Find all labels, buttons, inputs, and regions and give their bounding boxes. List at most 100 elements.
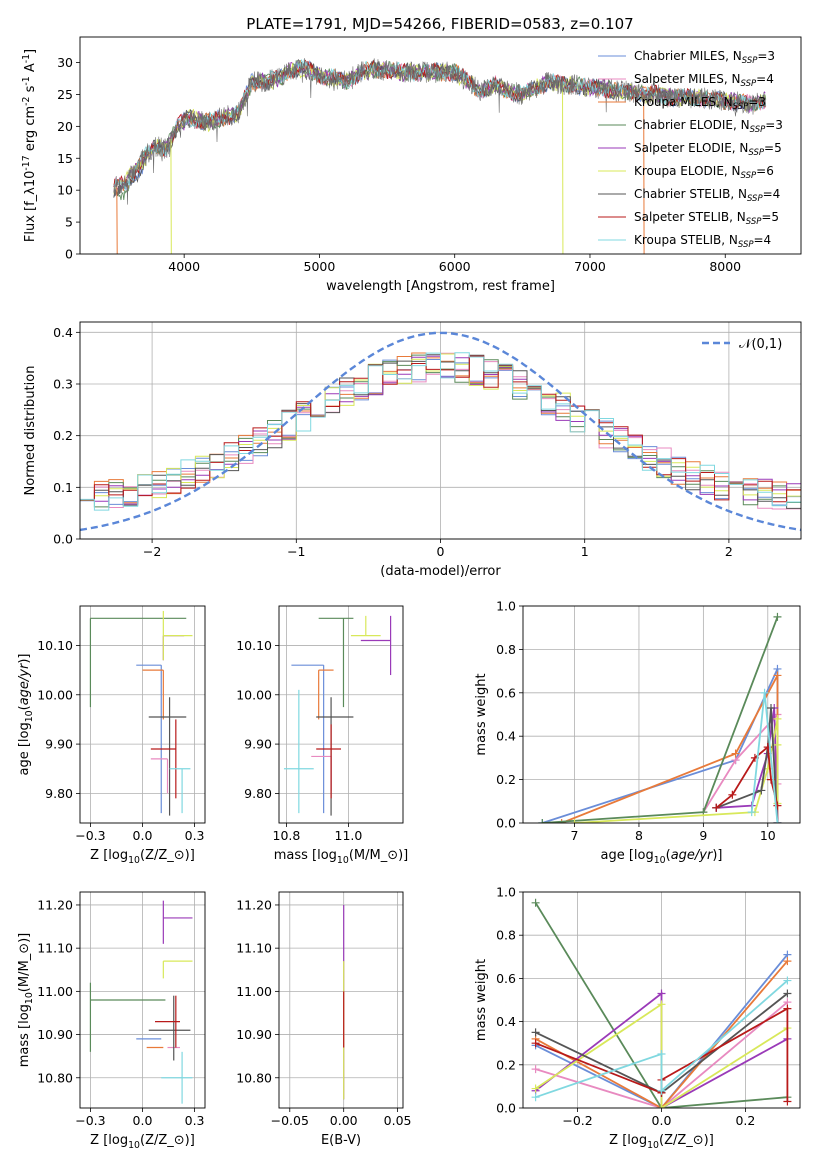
x-tick-label: 9 — [699, 828, 707, 843]
x-axis-label: age [log10(age/yr)] — [600, 848, 722, 866]
text-fragment: Flux [f — [23, 201, 38, 242]
mass-weight-series — [570, 714, 782, 823]
legend-tail: =5 — [761, 210, 779, 224]
axes-frame — [79, 605, 206, 824]
series-marker — [783, 976, 792, 985]
x-tick-label: 1 — [581, 544, 589, 559]
errorbar-point — [169, 768, 191, 814]
series-marker — [657, 1000, 666, 1009]
series-line — [534, 902, 788, 1108]
y-tick-label: 0.4 — [496, 1014, 516, 1029]
axes-frame — [278, 605, 404, 824]
y-tick-label: 20 — [57, 119, 73, 134]
text-fragment: -1 — [21, 76, 32, 85]
y-tick-label: 9.80 — [244, 786, 272, 801]
x-tick-label: 0.3 — [185, 1113, 205, 1128]
legend-subscript: SSP — [750, 125, 766, 135]
plot-area — [89, 900, 193, 1104]
errorbar-point — [291, 664, 325, 814]
legend-tail: =4 — [754, 233, 772, 247]
series-marker — [773, 612, 782, 621]
mass-weight-series — [531, 976, 792, 1102]
model-dropout-line — [116, 185, 118, 254]
plot-area — [531, 898, 792, 1108]
text-fragment: E(B-V) — [321, 1133, 361, 1148]
mass-vs-ebv-panel: −0.05 0.00 0.05 10.80 10.90 11.00 11.10 11.20 E(… — [236, 891, 412, 1148]
text-fragment: age [log — [17, 722, 32, 775]
text-fragment: M/M_⊙ — [17, 943, 32, 987]
series-line — [535, 954, 789, 1108]
y-axis-label: Flux [f_λ10-17 erg cm-2 s-1 A-1] — [21, 49, 38, 242]
series-marker — [747, 808, 756, 817]
text-fragment: 10 — [23, 171, 38, 188]
legend-tail: =4 — [756, 72, 774, 86]
x-tick-label: 0.0 — [652, 1113, 672, 1128]
text-fragment: )] — [398, 848, 408, 863]
series-marker — [783, 957, 792, 966]
series-marker — [728, 790, 737, 799]
series-marker — [773, 714, 782, 723]
legend-subscript: SSP — [748, 148, 764, 158]
y-tick-label: 10.90 — [236, 1027, 272, 1042]
y-tick-label: 0.0 — [496, 1101, 516, 1116]
text-fragment: (data-model)/error — [380, 564, 501, 579]
legend-subscript: SSP — [746, 217, 762, 227]
legend-subscript: SSP — [741, 171, 757, 181]
y-tick-label: 11.10 — [37, 941, 73, 956]
text-fragment: mass [log — [274, 848, 337, 863]
text-fragment: age/yr — [671, 848, 714, 863]
plot-area — [283, 615, 392, 816]
x-tick-label: −0.2 — [562, 1113, 592, 1128]
errorbar-point — [161, 1051, 193, 1104]
errorbar-point — [89, 617, 187, 708]
legend-tail: =3 — [748, 95, 766, 109]
legend-entry: Kroupa ELODIE, NSSP=6 — [634, 164, 774, 181]
y-tick-label: 9.80 — [45, 786, 73, 801]
y-tick-label: 10.80 — [236, 1070, 272, 1085]
series-marker — [657, 1086, 666, 1095]
x-axis-label: E(B-V) — [321, 1133, 361, 1148]
y-axis-label: mass [log10(M/M_⊙)] — [17, 933, 35, 1068]
series-marker — [773, 801, 782, 810]
y-tick-label: 5 — [65, 215, 73, 230]
text-fragment: Z/Z_⊙ — [664, 1133, 704, 1148]
y-tick-label: 10.10 — [236, 638, 272, 653]
text-fragment: 10 — [337, 855, 349, 866]
x-axis-label: (data-model)/error — [380, 564, 501, 579]
y-tick-label: 9.90 — [45, 737, 73, 752]
series-marker — [783, 1097, 792, 1106]
text-fragment: 10 — [647, 1140, 659, 1151]
mass-weight-series — [538, 612, 782, 823]
legend-tail: =4 — [763, 187, 781, 201]
text-fragment: ( — [17, 705, 32, 710]
text-fragment: _λ — [23, 187, 38, 203]
y-tick-label: 10.10 — [37, 638, 73, 653]
series-marker — [531, 1084, 540, 1093]
text-fragment: 10 — [128, 855, 140, 866]
legend-subscript: SSP — [733, 102, 749, 112]
observed-spectrum-line — [113, 58, 767, 205]
y-tick-label: 15 — [57, 151, 73, 166]
series-marker — [757, 786, 766, 795]
text-fragment: Z [log — [90, 848, 128, 863]
x-tick-label: −0.3 — [75, 1113, 105, 1128]
x-tick-label: 10 — [760, 828, 776, 843]
legend-entry: 𝒩(0,1) — [739, 337, 782, 352]
y-axis-label: mass weight — [474, 673, 489, 755]
series-marker — [657, 1104, 666, 1108]
series-line — [535, 979, 788, 1099]
series-marker — [712, 803, 721, 812]
series-marker — [731, 749, 740, 758]
x-axis-label: Z [log10(Z/Z_⊙)] — [609, 1133, 714, 1151]
text-fragment: ( — [140, 848, 145, 863]
text-fragment: Z/Z_⊙ — [145, 1133, 185, 1148]
y-tick-label: 11.00 — [37, 984, 73, 999]
errorbar-point — [150, 719, 177, 799]
series-marker — [783, 1004, 792, 1013]
text-fragment: )] — [17, 933, 32, 943]
text-fragment: mass [log — [17, 1004, 32, 1067]
errorbar-point — [316, 724, 341, 799]
series-marker — [531, 898, 540, 907]
